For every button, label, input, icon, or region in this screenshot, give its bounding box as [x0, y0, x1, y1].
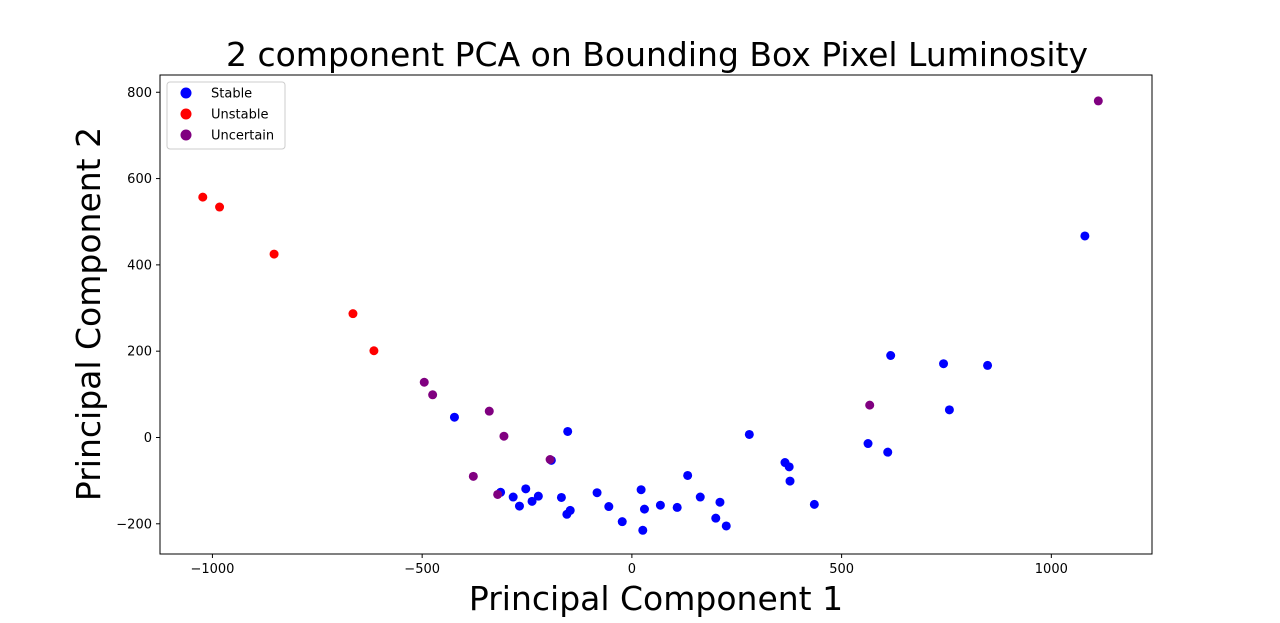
- data-point-unstable: [269, 249, 279, 259]
- data-point-stable: [1080, 231, 1090, 241]
- legend-label-unstable: Unstable: [211, 108, 268, 123]
- data-point-stable: [983, 360, 993, 370]
- chart-title: 2 component PCA on Bounding Box Pixel Lu…: [226, 35, 1088, 74]
- data-point-stable: [592, 488, 602, 498]
- x-tick-label: 500: [829, 562, 854, 577]
- data-point-stable: [527, 496, 537, 506]
- data-point-uncertain: [428, 390, 438, 400]
- x-axis-ticks: −1000 −500 0 500 1000: [190, 554, 1068, 577]
- data-point-stable: [711, 513, 721, 523]
- data-point-uncertain: [468, 471, 478, 481]
- data-point-stable: [533, 491, 543, 501]
- x-axis-label: Principal Component 1: [469, 579, 843, 618]
- legend-frame: [166, 81, 286, 150]
- data-point-stable: [883, 447, 893, 457]
- y-tick-label: 200: [127, 345, 152, 360]
- y-tick-label: 400: [127, 258, 152, 273]
- data-point-uncertain: [1093, 96, 1103, 106]
- legend: Stable Unstable Uncertain: [166, 81, 286, 150]
- data-point-stable: [604, 502, 614, 512]
- data-point-stable: [744, 429, 754, 439]
- data-point-stable: [508, 492, 518, 502]
- y-axis-ticks: −200 0 200 400 600 800: [116, 86, 160, 532]
- y-tick-label: 800: [127, 86, 152, 101]
- data-point-uncertain: [499, 431, 509, 441]
- data-point-stable: [939, 359, 949, 369]
- y-axis-label: Principal Component 2: [69, 127, 108, 501]
- data-point-stable: [449, 412, 459, 422]
- y-tick-label: 0: [144, 431, 152, 446]
- data-point-stable: [886, 350, 896, 360]
- data-point-unstable: [198, 192, 208, 202]
- data-point-stable: [784, 462, 794, 472]
- data-point-stable: [809, 499, 819, 509]
- data-point-stable: [521, 484, 531, 494]
- data-point-uncertain: [493, 489, 503, 499]
- x-tick-label: 0: [628, 562, 636, 577]
- y-tick-label: −200: [116, 517, 152, 532]
- legend-marker-uncertain: [180, 129, 192, 141]
- data-point-stable: [672, 502, 682, 512]
- x-tick-label: 1000: [1035, 562, 1068, 577]
- data-point-stable: [715, 497, 725, 507]
- x-tick-label: −1000: [190, 562, 234, 577]
- data-point-stable: [556, 492, 566, 502]
- data-point-unstable: [348, 309, 358, 319]
- data-point-stable: [683, 470, 693, 480]
- data-point-unstable: [369, 346, 379, 356]
- legend-marker-stable: [180, 87, 192, 99]
- data-point-stable: [562, 509, 572, 519]
- legend-label-stable: Stable: [211, 87, 252, 102]
- data-point-unstable: [215, 202, 225, 212]
- data-point-stable: [617, 517, 627, 527]
- data-point-stable: [944, 405, 954, 415]
- data-point-stable: [721, 521, 731, 531]
- plot-frame: [159, 74, 1153, 555]
- x-tick-label: −500: [404, 562, 440, 577]
- legend-marker-unstable: [180, 108, 192, 120]
- data-point-stable: [655, 500, 665, 510]
- data-point-uncertain: [545, 454, 555, 464]
- data-point-uncertain: [419, 377, 429, 387]
- data-point-stable: [514, 501, 524, 511]
- data-point-stable: [863, 439, 873, 449]
- data-point-stable: [639, 504, 649, 514]
- legend-label-uncertain: Uncertain: [211, 129, 274, 144]
- data-point-uncertain: [865, 400, 875, 410]
- data-point-stable: [695, 492, 705, 502]
- data-point-stable: [785, 476, 795, 486]
- data-point-stable: [638, 525, 648, 535]
- data-point-stable: [636, 485, 646, 495]
- data-point-uncertain: [484, 406, 494, 416]
- y-tick-label: 600: [127, 172, 152, 187]
- data-point-stable: [563, 426, 573, 436]
- scatter-points: [198, 96, 1103, 535]
